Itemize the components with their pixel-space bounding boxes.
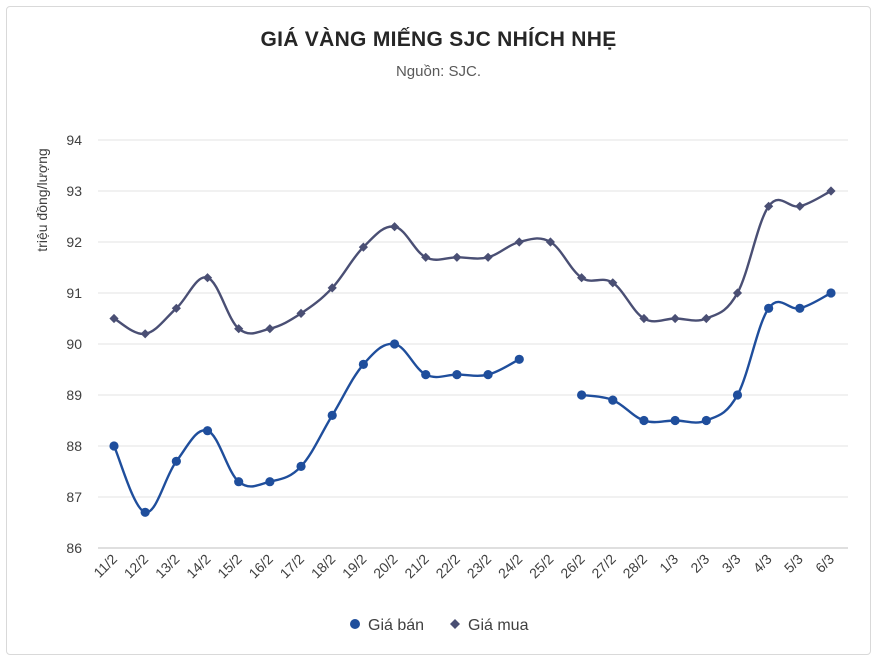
data-point xyxy=(795,201,805,211)
data-point xyxy=(670,313,680,324)
data-point xyxy=(421,370,431,380)
y-axis-label: triệu đồng/lượng xyxy=(34,148,50,251)
data-point xyxy=(358,359,368,369)
data-point xyxy=(639,415,649,426)
data-point xyxy=(171,303,181,313)
x-tick-label: 15/2 xyxy=(214,551,245,582)
series-line xyxy=(112,342,520,514)
x-tick-label: 1/3 xyxy=(656,551,681,576)
x-tick-label: 6/3 xyxy=(812,551,837,576)
data-point xyxy=(171,456,181,466)
data-point xyxy=(296,308,306,318)
legend: Giá bán Giá mua xyxy=(350,617,529,634)
y-tick-label: 88 xyxy=(66,438,82,454)
data-point xyxy=(795,303,805,313)
data-point xyxy=(826,186,836,196)
x-tick-label: 28/2 xyxy=(619,551,650,582)
data-point xyxy=(608,278,618,288)
x-tick-label: 19/2 xyxy=(339,551,370,582)
x-tick-label: 2/3 xyxy=(687,551,712,576)
data-point xyxy=(764,303,774,313)
x-axis-ticks: 11/2 12/2 13/2 14/2 15/2 16/2 17/2 18/2 19/2 20/2… xyxy=(90,551,837,582)
legend-marker-diamond xyxy=(450,619,460,629)
chart-card xyxy=(6,6,871,655)
legend-label: Giá bán xyxy=(368,617,424,634)
y-tick-label: 89 xyxy=(66,387,82,403)
data-point xyxy=(701,313,711,324)
data-point xyxy=(389,339,400,349)
data-point xyxy=(296,461,306,471)
y-tick-label: 94 xyxy=(66,132,82,148)
data-point xyxy=(327,410,337,420)
data-point xyxy=(608,395,618,405)
x-tick-label: 17/2 xyxy=(277,551,308,582)
data-point xyxy=(421,252,431,262)
data-point xyxy=(545,237,556,247)
data-point xyxy=(140,329,150,339)
data-point xyxy=(109,441,119,451)
legend-label: Giá mua xyxy=(468,617,529,634)
data-point xyxy=(140,507,150,517)
data-point xyxy=(202,426,213,436)
data-point xyxy=(358,242,368,252)
data-point xyxy=(452,370,462,380)
chart-subtitle: Nguồn: SJC. xyxy=(395,63,482,80)
series-layer xyxy=(109,186,836,517)
data-point xyxy=(265,477,275,487)
data-point xyxy=(826,288,836,298)
x-tick-label: 21/2 xyxy=(401,551,432,582)
y-axis-ticks: 86 87 88 89 90 91 92 93 94 xyxy=(66,132,82,556)
x-tick-label: 13/2 xyxy=(152,551,183,582)
data-point xyxy=(265,324,275,334)
data-point xyxy=(234,324,244,334)
x-tick-label: 3/3 xyxy=(719,551,744,576)
x-tick-label: 18/2 xyxy=(308,551,339,582)
series-line xyxy=(581,291,832,424)
data-point xyxy=(483,252,493,262)
x-tick-label: 25/2 xyxy=(526,551,557,582)
series-gia-mua xyxy=(109,186,836,339)
y-tick-label: 92 xyxy=(66,234,82,250)
x-tick-label: 27/2 xyxy=(588,551,619,582)
y-tick-label: 93 xyxy=(66,183,82,199)
data-point xyxy=(202,273,213,283)
x-tick-label: 24/2 xyxy=(495,551,526,582)
data-point xyxy=(483,370,493,380)
data-point xyxy=(639,313,649,324)
data-point xyxy=(109,313,119,324)
x-tick-label: 20/2 xyxy=(370,551,401,582)
data-point xyxy=(577,273,587,283)
data-point xyxy=(452,252,462,262)
series-line xyxy=(113,189,832,336)
x-tick-label: 26/2 xyxy=(557,551,588,582)
data-point xyxy=(670,415,680,426)
data-point xyxy=(764,201,774,211)
data-point xyxy=(732,288,743,298)
x-tick-label: 14/2 xyxy=(183,551,214,582)
x-tick-label: 16/2 xyxy=(245,551,276,582)
data-point xyxy=(732,390,743,400)
chart-title: GIÁ VÀNG MIẾNG SJC NHÍCH NHẸ xyxy=(260,28,617,51)
legend-marker-circle xyxy=(350,619,360,629)
grid-lines xyxy=(98,139,848,549)
x-tick-label: 5/3 xyxy=(781,551,806,576)
x-tick-label: 4/3 xyxy=(750,551,775,576)
data-point xyxy=(327,283,337,293)
y-tick-label: 87 xyxy=(66,489,82,505)
data-point xyxy=(514,237,524,247)
x-tick-label: 12/2 xyxy=(121,551,152,582)
data-point xyxy=(514,354,524,364)
data-point xyxy=(577,390,587,400)
data-point xyxy=(234,477,244,487)
data-point xyxy=(701,415,711,426)
y-tick-label: 86 xyxy=(66,540,82,556)
series-gia-ban xyxy=(109,288,836,517)
x-tick-label: 11/2 xyxy=(90,551,120,581)
x-tick-label: 23/2 xyxy=(464,551,495,582)
data-point xyxy=(389,222,400,232)
y-tick-label: 90 xyxy=(66,336,82,352)
x-tick-label: 22/2 xyxy=(432,551,463,582)
y-tick-label: 91 xyxy=(66,285,82,301)
